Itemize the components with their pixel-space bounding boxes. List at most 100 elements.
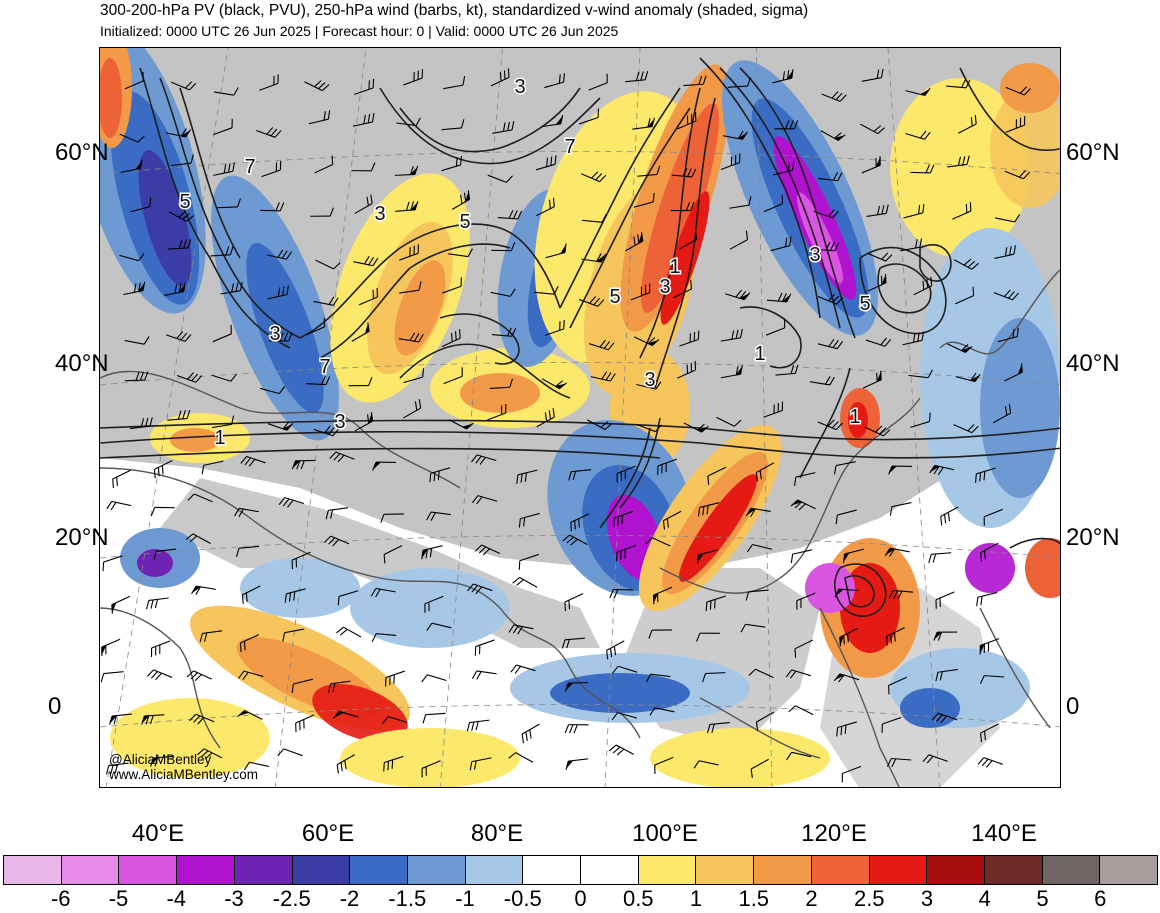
meridian [604,48,641,787]
barb-staff [213,91,234,96]
wind-barb [166,331,192,342]
colorbar-tick-label: -6 [50,886,71,911]
barb-flag [782,71,785,81]
barb-staff [590,376,611,382]
wind-barb [325,507,349,520]
pv-contour [1009,537,1060,549]
barb-pennant [238,710,249,716]
barb-flag [566,639,570,649]
wind-barb [313,296,339,306]
anomaly-blob [990,88,1060,208]
barb-flag [187,493,195,501]
barb-flag [507,121,511,131]
barb-staff [842,765,862,775]
barb-staff [867,252,886,262]
barb-staff [176,374,197,383]
wind-barb [426,511,451,521]
barb-flag [314,80,322,88]
anomaly-blob [660,191,710,325]
barb-flag [242,671,249,680]
wind-barb [928,552,952,564]
pv-contour [619,417,661,509]
anomaly-blob [460,373,540,413]
barb-flag [649,707,656,716]
barb-flag [329,207,334,217]
barb-staff [633,201,654,208]
barb-staff [267,294,288,300]
barb-flag [601,371,608,380]
wind-barb [564,724,589,734]
barb-flag [884,338,892,347]
barb-flag [836,727,839,737]
anomaly-blob [100,58,122,138]
barb-flag [337,454,345,463]
wind-barb [130,197,152,213]
lat-label-eq-left: 0 [48,693,62,720]
barb-flag [922,754,930,763]
wind-barb [106,500,132,511]
barb-staff [673,288,692,299]
colorbar-swatch [754,856,812,884]
wind-barb [111,595,131,614]
barb-flag [137,135,145,143]
barb-flag [409,332,416,341]
colorbar-swatch [984,856,1043,884]
barb-staff [817,296,837,305]
barb-staff [243,670,264,677]
wind-barb [940,506,959,526]
barb-staff [839,673,860,681]
wind-barb [163,282,186,296]
barb-flag [798,503,806,511]
barb-flag [837,172,843,182]
wind-barb [211,415,235,429]
barb-staff [314,164,333,174]
wind-barb [399,281,422,294]
barb-staff [306,383,327,386]
barb-staff [891,502,912,508]
wind-barb [167,239,192,250]
wind-barb [608,744,635,756]
barb-staff [980,638,1000,647]
barb-pennant [739,293,750,300]
barb-flag [977,757,985,765]
barb-staff [351,330,370,342]
barb-staff [384,755,404,764]
wind-barb [235,545,259,557]
barb-flag [327,110,331,120]
pv-contour-label: 1 [214,427,225,449]
wind-barb [861,68,884,82]
barb-staff [844,548,865,555]
barb-flag [110,764,114,774]
barb-flag [943,514,947,524]
wind-barb [887,676,907,695]
barb-flag [599,339,606,348]
wind-barb [722,130,748,140]
barb-staff [716,416,735,427]
barb-flag [965,79,971,89]
barb-flag [296,460,301,470]
barb-pennant [875,157,881,168]
wind-barb [119,133,145,143]
pv-contour [439,313,520,365]
wind-barb [451,190,471,210]
barb-flag [893,590,899,600]
barb-staff [888,676,907,686]
wind-barb [217,198,242,209]
wind-barb [396,117,421,127]
barb-flag [178,239,183,249]
wind-barb [508,624,534,635]
wind-barb [929,464,955,476]
barb-flag [516,474,519,484]
barb-flag [332,539,340,547]
pv-contour [569,107,691,329]
barb-flag [318,82,326,90]
barb-flag [112,478,114,488]
barb-flag [837,134,846,141]
barb-staff [536,206,555,217]
barb-staff [814,248,835,252]
barb-flag [609,373,616,382]
barb-flag [833,465,837,475]
colorbar-swatch [581,856,639,884]
barb-staff [994,253,1015,259]
meridian [439,48,503,787]
